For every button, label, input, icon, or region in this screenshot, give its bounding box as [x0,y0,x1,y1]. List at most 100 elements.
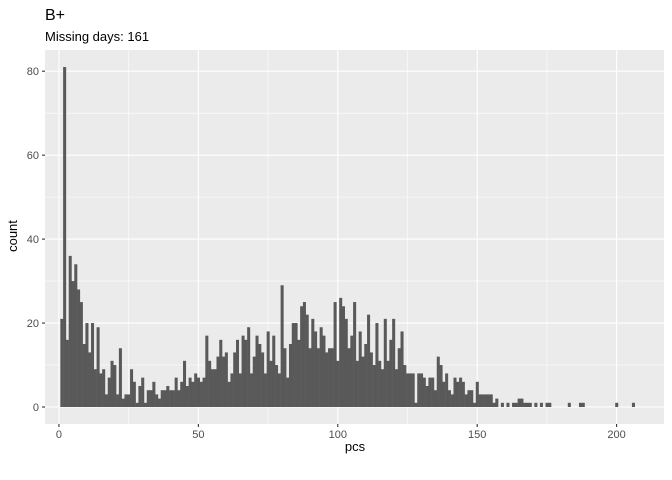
chart-subtitle: Missing days: 161 [45,29,149,44]
histogram-bar [358,331,362,407]
histogram-bar [141,377,145,407]
histogram-bar [328,348,332,407]
histogram-bar [235,339,240,407]
histogram-bar [85,323,89,407]
minor-gridlines [45,50,664,424]
histogram-bar [208,360,212,407]
histogram-bar [174,377,178,407]
histogram-bar [567,402,571,407]
histogram-bar [445,373,449,407]
histogram-bar [152,381,156,407]
histogram-bar [319,327,323,407]
histogram-bar [514,402,518,407]
histogram-bar [369,352,373,407]
histogram-bar [414,402,418,407]
histogram-bar [383,318,387,407]
histogram-bar [400,331,404,407]
histogram-bar [431,377,435,407]
histogram-bar [461,381,465,407]
histogram-bar [216,356,220,407]
histogram-bar [406,373,410,407]
histogram-bar [305,314,309,407]
y-axis-ticks: 0 20 40 60 80 [27,66,45,414]
histogram-bar [280,285,284,407]
y-tick-label: 80 [27,66,39,78]
histogram-bar [375,323,379,407]
histogram-bar [233,352,237,407]
histogram-bar [316,348,320,407]
x-tick-label: 150 [468,429,486,441]
histogram-bar [102,369,106,407]
histogram-bar [249,373,253,407]
histogram-bar [539,402,543,407]
histogram-bar [394,369,398,407]
histogram-bar [93,369,97,407]
histogram-bar [160,390,164,407]
y-tick-label: 60 [27,150,39,162]
y-tick-label: 20 [27,318,39,330]
histogram-bar [581,402,585,407]
histogram-bar [520,398,524,407]
histogram-bar [194,373,198,407]
histogram-bar [177,390,181,407]
histogram-bar [157,398,161,407]
histogram-bar [417,373,421,407]
histogram-bar [364,344,368,407]
x-tick-label: 50 [192,429,204,441]
histogram-bar [110,360,114,407]
histogram-bar [341,306,345,407]
histogram-bar [143,402,148,407]
histogram-bar [71,281,75,407]
histogram-bar [77,289,81,407]
histogram-bar [266,331,270,407]
histogram-bar [578,402,582,407]
histogram-bar [464,394,468,407]
histogram-bar [113,365,117,407]
histogram-bar [219,339,223,407]
histogram-bar [183,360,187,407]
histogram-bar [314,331,318,407]
histogram-bar [258,344,262,407]
histogram-bar [372,365,376,407]
histogram-bar [300,306,304,407]
histogram-bar [302,302,306,407]
histogram-bar [631,402,635,407]
histogram-bar [361,356,365,407]
histogram-bar [350,335,354,407]
histogram-bar [322,335,326,407]
histogram-bar [99,373,103,407]
histogram-bar [512,402,516,407]
histogram-bar [118,348,122,407]
x-tick-label: 0 [56,429,62,441]
histogram-bar [169,390,173,407]
histogram-bar [380,369,385,407]
y-tick-label: 40 [27,234,39,246]
histogram-bar [525,402,530,407]
histogram-bar [523,402,527,407]
histogram-bar [205,335,209,407]
histogram-bar [386,360,390,407]
histogram-bar [185,386,189,407]
histogram-bar [132,381,136,407]
histogram-bar [439,365,443,407]
histogram-bar [442,381,446,407]
histogram-bar [166,386,170,407]
histogram-bar [252,356,256,407]
histogram-bar [420,373,424,407]
histogram-bar [447,390,451,407]
histogram-bar [297,339,301,407]
histogram-bar [367,314,371,407]
histogram-bar [473,402,477,407]
histogram-bar [534,402,538,407]
histogram-bar [411,373,415,407]
histogram-bar [230,373,234,407]
histogram-bar [615,402,619,407]
histogram-bar [308,348,312,407]
histogram-bar [222,356,226,407]
histogram-bar [241,335,245,407]
histogram-bar [333,302,337,407]
histogram-bar [325,352,329,407]
histogram-bar [82,344,86,407]
histogram-bar [63,67,67,407]
